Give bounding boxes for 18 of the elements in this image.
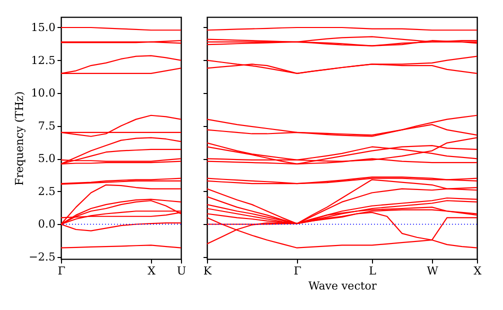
x-tick-label: Γ (58, 264, 66, 278)
y-tick-label: 12.5 (31, 54, 56, 67)
x-tick-label: X (474, 264, 482, 278)
y-axis-title: Frequency (THz) (12, 91, 26, 186)
x-tick-label: W (426, 264, 439, 278)
x-tick-label: L (368, 264, 377, 278)
y-tick-label: 15.0 (31, 20, 56, 34)
y-tick-label: 5.0 (38, 152, 56, 166)
x-tick-label: Γ (294, 264, 302, 278)
x-tick-label: K (203, 264, 212, 278)
x-tick-label: U (176, 264, 186, 278)
y-tick-label: −2.5 (28, 250, 56, 264)
y-tick-label: 0.0 (38, 218, 56, 231)
y-tick-label: 2.5 (38, 184, 56, 198)
x-tick-label: X (148, 264, 156, 278)
x-axis-title: Wave vector (308, 280, 378, 292)
y-tick-label: 7.5 (38, 119, 56, 132)
y-tick-label: 10.0 (31, 86, 56, 100)
